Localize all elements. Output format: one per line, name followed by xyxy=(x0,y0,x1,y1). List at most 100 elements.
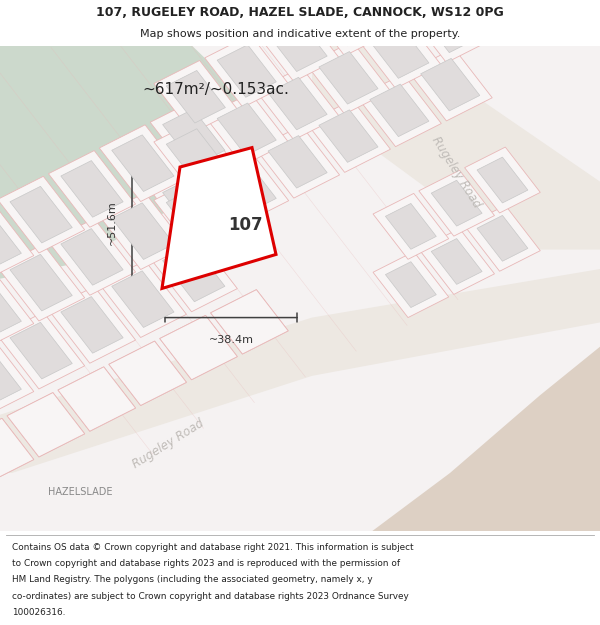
Polygon shape xyxy=(0,244,85,321)
Polygon shape xyxy=(256,68,340,140)
Polygon shape xyxy=(268,19,327,71)
Polygon shape xyxy=(0,176,85,253)
Polygon shape xyxy=(58,367,136,431)
Text: 107: 107 xyxy=(229,216,263,234)
Polygon shape xyxy=(268,136,327,188)
Polygon shape xyxy=(385,204,436,249)
Polygon shape xyxy=(0,46,600,531)
Text: HM Land Registry. The polygons (including the associated geometry, namely x, y: HM Land Registry. The polygons (includin… xyxy=(12,575,373,584)
Polygon shape xyxy=(211,289,288,354)
Polygon shape xyxy=(154,177,238,249)
Polygon shape xyxy=(205,151,289,224)
Text: 100026316.: 100026316. xyxy=(12,608,65,617)
Polygon shape xyxy=(358,74,442,147)
Polygon shape xyxy=(10,254,72,311)
Polygon shape xyxy=(112,203,174,259)
Polygon shape xyxy=(385,262,436,308)
Polygon shape xyxy=(7,392,85,457)
Polygon shape xyxy=(319,110,378,162)
Polygon shape xyxy=(166,187,226,239)
Polygon shape xyxy=(431,180,482,226)
Polygon shape xyxy=(160,316,238,380)
Polygon shape xyxy=(477,216,528,261)
Polygon shape xyxy=(477,157,528,203)
Polygon shape xyxy=(256,126,340,198)
Polygon shape xyxy=(0,418,34,482)
Polygon shape xyxy=(154,119,238,191)
Polygon shape xyxy=(307,0,391,56)
Polygon shape xyxy=(154,61,238,133)
Polygon shape xyxy=(0,270,34,347)
Polygon shape xyxy=(112,271,174,328)
Polygon shape xyxy=(109,341,187,406)
Text: co-ordinates) are subject to Crown copyright and database rights 2023 Ordnance S: co-ordinates) are subject to Crown copyr… xyxy=(12,592,409,601)
Text: ~38.4m: ~38.4m xyxy=(209,334,254,344)
Polygon shape xyxy=(0,418,34,482)
Polygon shape xyxy=(370,26,429,78)
Text: Rugeley Road: Rugeley Road xyxy=(429,134,483,210)
Polygon shape xyxy=(49,151,136,228)
Polygon shape xyxy=(421,58,480,111)
Polygon shape xyxy=(163,109,225,166)
Polygon shape xyxy=(464,206,540,271)
Polygon shape xyxy=(431,239,482,284)
Polygon shape xyxy=(49,286,136,363)
Polygon shape xyxy=(163,177,225,234)
Polygon shape xyxy=(58,367,136,431)
Text: Contains OS data © Crown copyright and database right 2021. This information is : Contains OS data © Crown copyright and d… xyxy=(12,542,413,551)
Polygon shape xyxy=(10,322,72,379)
Polygon shape xyxy=(150,167,238,244)
Polygon shape xyxy=(205,93,289,166)
Polygon shape xyxy=(100,125,187,201)
Polygon shape xyxy=(205,35,289,108)
Polygon shape xyxy=(373,193,449,259)
Polygon shape xyxy=(419,170,494,236)
Text: to Crown copyright and database rights 2023 and is reproduced with the permissio: to Crown copyright and database rights 2… xyxy=(12,559,400,568)
Text: HAZELSLADE: HAZELSLADE xyxy=(48,488,113,498)
Polygon shape xyxy=(373,252,449,318)
Polygon shape xyxy=(10,186,72,243)
Text: Rugeley Road: Rugeley Road xyxy=(130,417,206,471)
Polygon shape xyxy=(268,78,327,130)
Polygon shape xyxy=(166,71,226,123)
Polygon shape xyxy=(358,16,442,88)
Polygon shape xyxy=(419,229,494,294)
Polygon shape xyxy=(0,269,600,473)
Polygon shape xyxy=(61,229,123,285)
Polygon shape xyxy=(163,245,225,302)
Polygon shape xyxy=(100,192,187,269)
Polygon shape xyxy=(49,219,136,295)
Polygon shape xyxy=(217,103,276,156)
Polygon shape xyxy=(319,0,378,46)
Polygon shape xyxy=(330,347,600,531)
Polygon shape xyxy=(319,52,378,104)
Polygon shape xyxy=(109,341,187,406)
Polygon shape xyxy=(307,41,391,114)
Polygon shape xyxy=(408,0,492,62)
Polygon shape xyxy=(112,135,174,191)
Polygon shape xyxy=(307,100,391,172)
Polygon shape xyxy=(160,316,238,380)
Polygon shape xyxy=(0,212,22,269)
Polygon shape xyxy=(150,99,238,176)
Polygon shape xyxy=(370,84,429,137)
Polygon shape xyxy=(162,148,276,289)
Polygon shape xyxy=(256,9,340,82)
Polygon shape xyxy=(421,0,480,52)
Polygon shape xyxy=(100,261,187,338)
Polygon shape xyxy=(150,235,238,312)
Polygon shape xyxy=(0,202,34,279)
Polygon shape xyxy=(0,348,22,404)
Polygon shape xyxy=(408,48,492,121)
Polygon shape xyxy=(0,46,252,279)
Polygon shape xyxy=(312,46,600,249)
Polygon shape xyxy=(61,297,123,353)
Polygon shape xyxy=(61,161,123,217)
Text: ~51.6m: ~51.6m xyxy=(107,201,117,245)
Polygon shape xyxy=(464,147,540,213)
Polygon shape xyxy=(166,129,226,181)
Polygon shape xyxy=(217,161,276,214)
Polygon shape xyxy=(217,45,276,98)
Polygon shape xyxy=(7,392,85,457)
Text: 107, RUGELEY ROAD, HAZEL SLADE, CANNOCK, WS12 0PG: 107, RUGELEY ROAD, HAZEL SLADE, CANNOCK,… xyxy=(96,6,504,19)
